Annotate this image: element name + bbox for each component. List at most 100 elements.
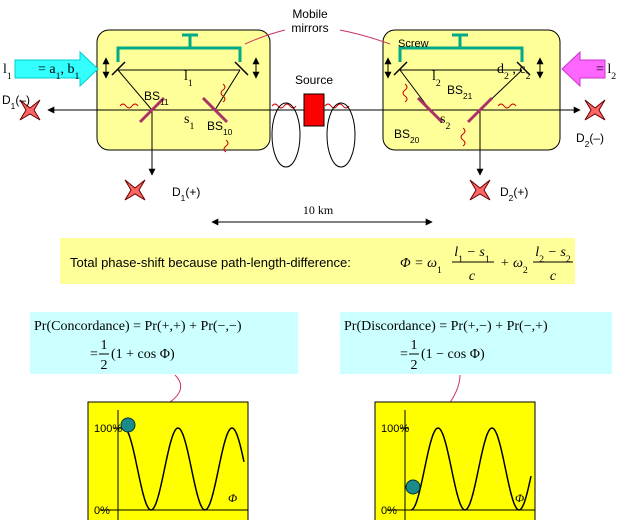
text-part: 1 [485,254,490,265]
text-part: BS [447,83,463,97]
text-part: 1 [11,101,16,111]
text-part: 21 [463,91,473,101]
y-top-label: 100% [94,423,122,435]
state-dot [120,417,136,433]
text-part: 2 [585,139,590,149]
curve [410,427,532,511]
formula: = [400,347,408,362]
label: Source [295,73,333,87]
label: 10 km [303,203,334,217]
text-part: 2 [566,254,571,265]
x-label: Φ [515,491,524,505]
text-part: 2 [509,193,514,203]
formula: + ω2 [500,256,528,276]
text-part: 20 [410,135,420,145]
text-part: 2 [504,71,509,82]
text-part: 1 [7,71,12,82]
formula: Φ = ω1 [400,256,442,276]
formula: 2 [411,358,418,373]
y-bottom-label: 0% [381,505,397,517]
text-part: s [440,112,445,127]
lab-right [382,29,561,151]
text-part: 1 [458,254,463,265]
label: BS10 [207,119,233,137]
photons [119,83,517,153]
text-part: (–) [589,131,604,145]
mirror-right [398,33,524,62]
text-part: + ω [500,256,523,271]
text-part: s [184,112,189,127]
text-part: BS [207,119,223,133]
text-part: (–) [15,93,30,107]
plot-box [374,401,536,520]
text-part: 11 [160,97,169,107]
formula: Pr(Discordance) = Pr(+,−) + Pr(−,+) [344,319,548,334]
text-part: 2 [539,254,544,265]
phase-box [60,238,575,284]
text-part: l [3,62,7,77]
formula: c [550,269,557,284]
text-part: = a [38,62,56,77]
fiber-loop [271,102,301,168]
text-part: 2 [526,71,531,82]
label: mirrors [291,21,328,35]
text-part: 1 [188,78,193,89]
text-part: 2 [523,265,528,276]
text-part: d [497,62,504,77]
formula: c [469,269,476,284]
text-part: D [2,93,11,107]
state-dot [405,479,421,495]
text-part: 1 [56,71,61,82]
concordance-box [30,312,298,374]
label: D1(+) [172,185,200,203]
label: D2(+) [500,185,528,203]
text-part: Φ = ω [400,256,437,271]
formula: l1 − s1 [454,245,490,265]
formula: (1 − cos Φ) [421,347,485,362]
formula: 2 [101,358,108,373]
text-part: 1 [437,265,442,276]
formula: (1 + cos Φ) [111,347,175,362]
text-part: D [576,131,585,145]
label: d2 , c2 [497,62,531,82]
label: BS21 [447,83,473,101]
text-part: D [500,185,509,199]
text-part: 1 [181,193,186,203]
text-part: , b [61,62,75,77]
formula: 1 [411,338,418,353]
formula: Pr(Concordance) = Pr(+,+) + Pr(−,−) [34,319,242,334]
label: D1(–) [2,93,30,111]
curve [123,427,245,511]
text-part: 2 [611,71,616,82]
formula: l2 − s2 [535,245,571,265]
mirror-faces [111,61,531,76]
text-part: 10 [223,127,233,137]
label: l1 [3,62,12,82]
mirror-motion [102,57,544,79]
text-part: BS [394,127,410,141]
fiber-loop [326,102,356,168]
formula: = [90,347,98,362]
text-part: l [535,245,539,260]
label: Mobile [292,7,328,21]
plots: 100% 0% Φ 100% 0% Φ [87,401,536,520]
detectors [19,99,606,201]
text-part: BS [144,89,160,103]
label: BS20 [394,127,420,145]
label: s2 [440,112,450,132]
text-part: (+) [513,185,528,199]
input-arrow-left [14,50,99,88]
beam-splitters [138,96,494,124]
text-part: l [184,69,188,84]
label: l1 [184,69,193,89]
label: Screw [398,38,429,50]
text-part: , c [509,62,526,77]
label: D2(–) [576,131,604,149]
text-part: 1 [75,71,80,82]
x-label: Φ [228,491,237,505]
text-part: D [172,185,181,199]
text-part: 2 [436,78,441,89]
text-part: − s [463,245,485,260]
text-part: (+) [185,185,200,199]
